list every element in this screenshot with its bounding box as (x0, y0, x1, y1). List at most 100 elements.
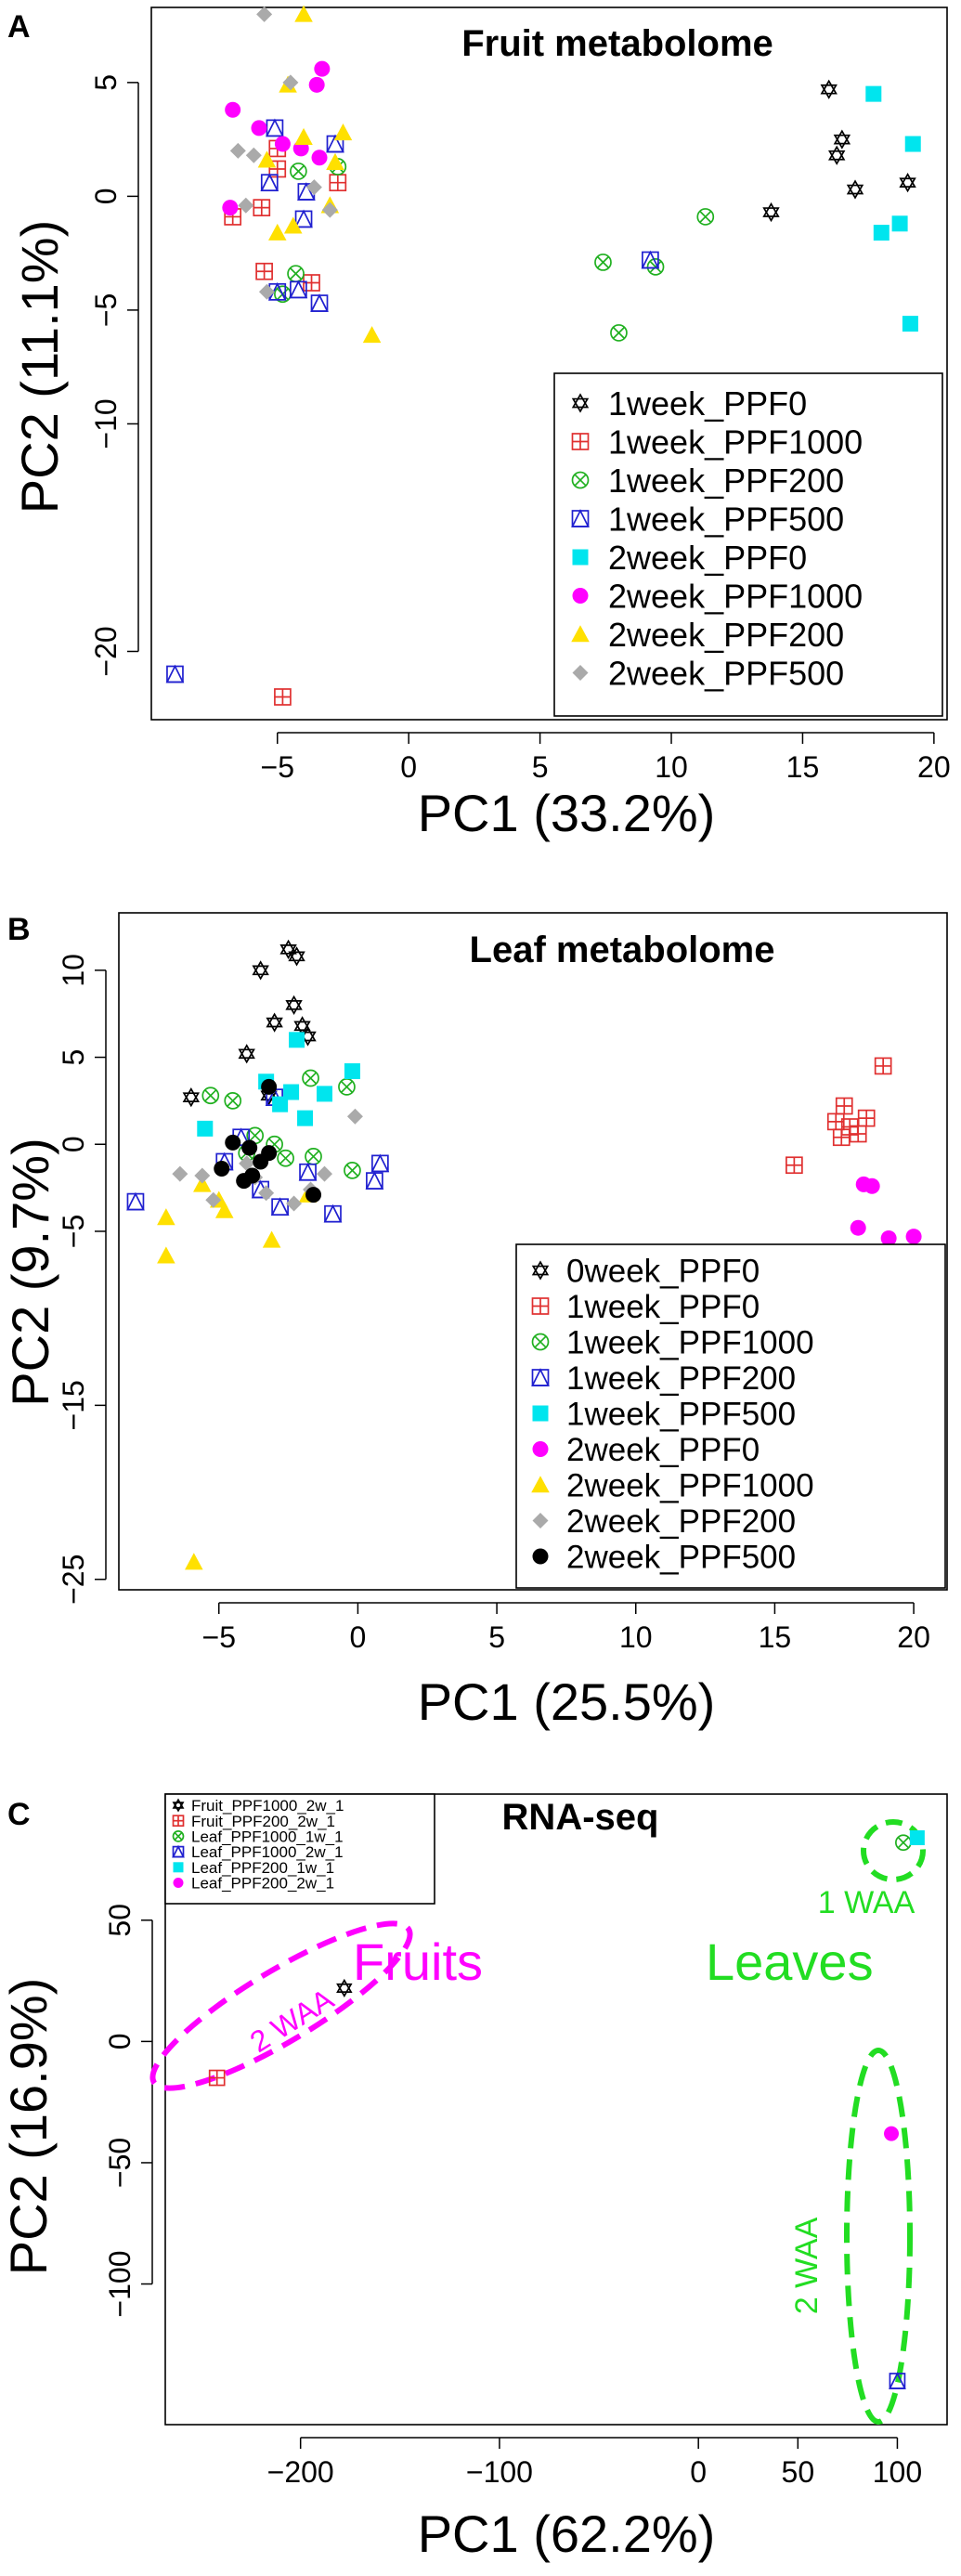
panel-b-x-tick-label: 15 (759, 1620, 792, 1654)
panel-b-point-2week-ppf1000 (157, 1246, 175, 1264)
panel-b-point-1week-ppf0 (786, 1156, 803, 1175)
panel-a-point-2week-ppf1000 (251, 120, 267, 137)
panel-a-point-1week-ppf200 (287, 265, 305, 283)
panel-a-point-1week-ppf500 (289, 280, 308, 299)
panel-b-point-2week-ppf500 (214, 1160, 230, 1177)
panel-b-point-2week-ppf200 (239, 1155, 255, 1172)
panel-a-point-1week-ppf500 (165, 664, 185, 683)
panel-a-legend-marker (571, 509, 590, 527)
panel-b-point-2week-ppf500 (244, 1167, 261, 1184)
panel-b-point-1week-ppf200 (126, 1191, 145, 1211)
panel-b-point-1week-ppf0 (832, 1128, 851, 1147)
panel-b-point-2week-ppf200 (205, 1191, 222, 1208)
panel-b-point-1week-ppf500 (289, 1032, 305, 1048)
panel-c-legend-marker (172, 1844, 185, 1858)
panel-a-point-1week-ppf200 (610, 324, 628, 342)
panel-b-point-1week-ppf200 (370, 1153, 390, 1173)
panel-c-series-leaf-ppf200-1w-1 (909, 1830, 925, 1846)
panel-a-legend-entry-2week-ppf1000: 2week_PPF1000 (572, 577, 863, 615)
panel-a-plot-frame (150, 7, 948, 721)
panel-c-x-tick-label: −100 (466, 2455, 533, 2489)
panel-a-point-2week-ppf0 (891, 215, 908, 232)
panel-a-point-2week-ppf200 (283, 216, 303, 234)
panel-a-title: Fruit metabolome (461, 23, 773, 64)
panel-b-point-0week-ppf0 (266, 1012, 283, 1033)
panel-c-y-tick-label: 50 (103, 1904, 136, 1937)
panel-c-legend-entry-leaf-ppf1000-1w-1: Leaf_PPF1000_1w_1 (172, 1828, 344, 1846)
panel-a-x-tick-label: 5 (532, 750, 549, 784)
panel-a-legend-marker (571, 433, 590, 450)
panel-b-point-2week-ppf0 (864, 1177, 880, 1194)
panel-a-point-2week-ppf1000 (311, 150, 328, 166)
leaves-1waa-ellipse (861, 1819, 926, 1882)
panel-b-point-1week-ppf1000 (338, 1078, 356, 1096)
panel-b-y-tick-label: 0 (57, 1136, 90, 1152)
panel-b-point-2week-ppf0 (880, 1229, 897, 1246)
panel-a-point-1week-ppf0 (899, 173, 916, 193)
panel-b-legend-label: 1week_PPF1000 (566, 1325, 814, 1361)
panel-a-point-2week-ppf0 (865, 85, 882, 102)
panel-a-legend-label: 1week_PPF1000 (608, 423, 863, 461)
panel-b-point-2week-ppf500 (261, 1145, 278, 1162)
panel-a-x-axis-title: PC1 (33.2%) (418, 784, 716, 842)
panel-a-point-1week-ppf500 (266, 118, 284, 137)
panel-c-legend-label: Leaf_PPF200_1w_1 (191, 1859, 334, 1877)
panel-a-legend-marker (571, 625, 590, 643)
panel-a-series-2week-ppf200 (257, 5, 382, 344)
panel-a-legend-marker (572, 665, 589, 681)
panel-a-point-1week-ppf500 (326, 134, 344, 153)
panel-c-y-tick-label: −50 (103, 2138, 136, 2188)
panel-b-point-1week-ppf500 (344, 1063, 360, 1080)
panel-a-series-1week-ppf0 (762, 79, 916, 223)
panel-b-legend-marker (531, 1260, 550, 1281)
panel-b-point-1week-ppf500 (197, 1120, 214, 1137)
panel-b-x-tick-label: 5 (488, 1620, 505, 1654)
panel-a-legend-label: 2week_PPF1000 (608, 577, 863, 615)
panel-a-y-tick-label: −10 (89, 398, 123, 449)
panel-c-legend-entry-fruit-ppf200-2w-1: Fruit_PPF200_2w_1 (172, 1813, 335, 1830)
panel-b-point-1week-ppf0 (849, 1125, 867, 1143)
panel-c-x-tick-label: 100 (873, 2455, 922, 2489)
panel-a-point-2week-ppf0 (904, 136, 921, 152)
panel-a-point-2week-ppf200 (267, 223, 287, 241)
panel-b-series-0week-ppf0 (182, 939, 317, 1108)
panel-a-point-1week-ppf500 (294, 209, 313, 228)
panel-c-y-tick-label: −100 (103, 2250, 136, 2317)
panel-b-legend-label: 1week_PPF500 (566, 1397, 796, 1433)
panel-a-point-2week-ppf500 (238, 197, 254, 214)
panel-b-plot-frame (118, 912, 948, 1591)
panel-a-legend-entry-1week-ppf500: 1week_PPF500 (571, 500, 844, 538)
panel-b-series-1week-ppf1000 (201, 1069, 361, 1179)
panel-a-point-1week-ppf0 (762, 202, 780, 223)
panel-a-x-tick-label: 10 (655, 750, 688, 784)
panel-c-series-leaf-ppf1000-1w-1 (895, 1834, 912, 1852)
panel-a-legend-entry-2week-ppf0: 2week_PPF0 (572, 539, 807, 577)
fruits-label: Fruits (353, 1932, 483, 1991)
panel-b-legend-label: 2week_PPF200 (566, 1503, 796, 1540)
panel-b-legend-entry-2week-ppf1000: 2week_PPF1000 (531, 1468, 814, 1504)
panel-b-legend-entry-1week-ppf200: 1week_PPF200 (531, 1360, 796, 1397)
panel-a-legend-marker (571, 471, 590, 489)
panel-b-point-1week-ppf1000 (277, 1149, 294, 1167)
panel-b-x-tick-label: 0 (350, 1620, 367, 1654)
panel-b-legend-entry-1week-ppf0: 1week_PPF0 (531, 1289, 760, 1325)
panel-b-y-tick-label: 10 (57, 954, 90, 987)
panel-a-legend-marker (571, 393, 590, 413)
panel-a-y-tick-label: −5 (89, 293, 123, 327)
panel-a-point-2week-ppf500 (321, 202, 338, 218)
panel-a-x-tick-label: 0 (400, 750, 417, 784)
panel-a-point-2week-ppf200 (362, 326, 382, 344)
panel-b-legend-marker (532, 1405, 549, 1422)
panel-c-legend-entry-leaf-ppf1000-2w-1: Leaf_PPF1000_2w_1 (172, 1843, 344, 1861)
panel-b-point-1week-ppf0 (835, 1097, 853, 1115)
panel-a-point-2week-ppf500 (245, 147, 262, 163)
panel-a-legend-label: 2week_PPF500 (608, 654, 844, 692)
panel-a-legend-marker (572, 588, 589, 604)
panel-b-point-1week-ppf0 (857, 1109, 876, 1127)
fruits-ellipse (149, 1920, 413, 2091)
panel-b-y-tick-label: −15 (57, 1380, 90, 1430)
panel-a-y-tick-label: −20 (89, 626, 123, 676)
panel-b-point-1week-ppf500 (272, 1096, 289, 1112)
panel-c-legend-entry-fruit-ppf1000-2w-1: Fruit_PPF1000_2w_1 (172, 1797, 344, 1815)
